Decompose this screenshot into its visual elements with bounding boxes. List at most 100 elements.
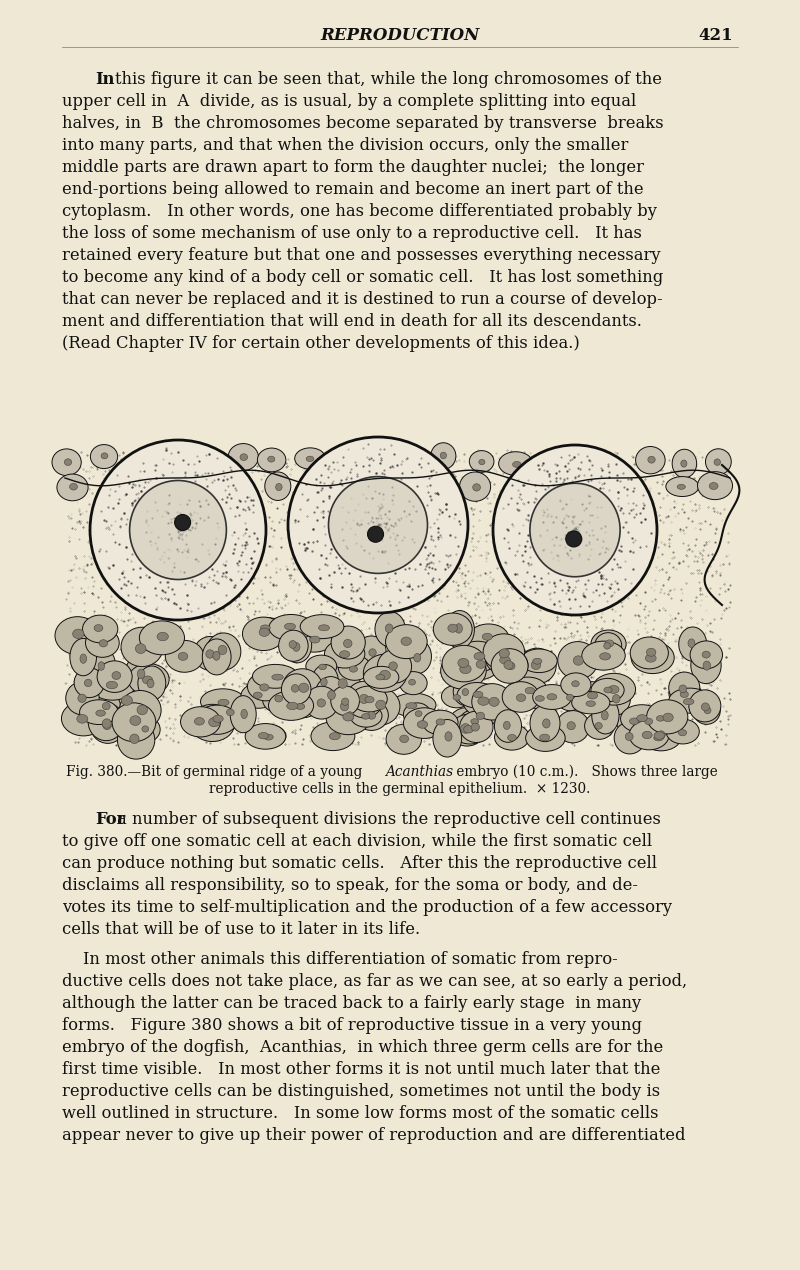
Ellipse shape (130, 734, 139, 744)
Ellipse shape (209, 718, 220, 726)
Ellipse shape (104, 679, 149, 719)
Ellipse shape (343, 639, 352, 648)
Ellipse shape (430, 443, 456, 470)
Ellipse shape (391, 693, 436, 716)
Ellipse shape (282, 627, 312, 663)
Ellipse shape (494, 724, 530, 751)
Text: to give off one somatic cell at each division, while the first somatic cell: to give off one somatic cell at each div… (62, 833, 652, 851)
Text: to become any kind of a body cell or somatic cell.   It has lost something: to become any kind of a body cell or som… (62, 269, 663, 287)
Ellipse shape (698, 471, 733, 499)
Ellipse shape (73, 629, 84, 639)
Ellipse shape (62, 701, 106, 735)
Ellipse shape (489, 697, 499, 706)
Ellipse shape (630, 718, 639, 724)
Ellipse shape (194, 636, 226, 671)
Ellipse shape (285, 624, 295, 630)
Ellipse shape (526, 725, 566, 752)
Text: Fig. 380.—Bit of germinal ridge of a young: Fig. 380.—Bit of germinal ridge of a you… (66, 765, 367, 779)
Ellipse shape (66, 682, 99, 715)
Ellipse shape (79, 700, 118, 724)
Ellipse shape (181, 706, 221, 737)
Ellipse shape (202, 639, 231, 674)
Ellipse shape (386, 724, 422, 754)
Ellipse shape (681, 460, 687, 467)
Ellipse shape (657, 730, 665, 739)
Text: forms.   Figure 380 shows a bit of reproductive tissue in a very young: forms. Figure 380 shows a bit of reprodu… (62, 1017, 642, 1035)
Ellipse shape (706, 448, 731, 475)
Ellipse shape (206, 650, 214, 658)
Text: For: For (95, 812, 126, 828)
Ellipse shape (82, 615, 118, 643)
Ellipse shape (604, 643, 610, 649)
Ellipse shape (90, 444, 118, 469)
Ellipse shape (201, 688, 246, 715)
Ellipse shape (476, 712, 485, 720)
Ellipse shape (493, 444, 657, 615)
Text: REPRODUCTION: REPRODUCTION (320, 27, 480, 43)
Ellipse shape (300, 615, 344, 639)
Ellipse shape (363, 667, 399, 688)
Ellipse shape (454, 678, 479, 706)
Ellipse shape (326, 701, 370, 734)
Ellipse shape (286, 702, 298, 710)
Ellipse shape (350, 665, 358, 672)
Ellipse shape (315, 677, 346, 714)
Text: can produce nothing but somatic cells.   After this the reproductive cell: can produce nothing but somatic cells. A… (62, 856, 657, 872)
Ellipse shape (572, 691, 610, 714)
Ellipse shape (678, 729, 686, 735)
Ellipse shape (112, 702, 156, 742)
Ellipse shape (329, 476, 427, 573)
Ellipse shape (276, 484, 282, 490)
Ellipse shape (133, 718, 160, 742)
Ellipse shape (125, 655, 155, 695)
Ellipse shape (634, 707, 666, 734)
Ellipse shape (329, 686, 362, 723)
Ellipse shape (379, 671, 390, 679)
Ellipse shape (461, 724, 470, 733)
Ellipse shape (448, 655, 480, 678)
Ellipse shape (272, 674, 283, 681)
Ellipse shape (55, 617, 100, 654)
Ellipse shape (375, 612, 406, 646)
Ellipse shape (325, 640, 365, 668)
Circle shape (174, 514, 190, 531)
Ellipse shape (318, 625, 330, 631)
Ellipse shape (262, 686, 294, 712)
Ellipse shape (566, 695, 574, 701)
Ellipse shape (298, 683, 309, 692)
Ellipse shape (310, 636, 320, 643)
Ellipse shape (594, 632, 622, 659)
Ellipse shape (458, 658, 469, 668)
Ellipse shape (448, 624, 458, 632)
Ellipse shape (293, 643, 300, 652)
Ellipse shape (64, 458, 72, 466)
Ellipse shape (468, 624, 509, 652)
Ellipse shape (249, 724, 286, 748)
Ellipse shape (386, 624, 393, 632)
Ellipse shape (460, 663, 468, 668)
Ellipse shape (533, 658, 542, 664)
Ellipse shape (460, 711, 493, 743)
Ellipse shape (482, 634, 492, 640)
Ellipse shape (399, 672, 427, 695)
Ellipse shape (605, 640, 614, 646)
Ellipse shape (436, 719, 445, 725)
Text: ment and differentiation that will end in death for all its descendants.: ment and differentiation that will end i… (62, 314, 642, 330)
Text: 421: 421 (698, 27, 733, 43)
Ellipse shape (462, 648, 500, 679)
Ellipse shape (90, 648, 115, 682)
Ellipse shape (678, 627, 706, 662)
Text: cells that will be of use to it later in its life.: cells that will be of use to it later in… (62, 922, 420, 939)
Ellipse shape (502, 682, 539, 712)
Ellipse shape (269, 615, 314, 640)
Ellipse shape (260, 683, 269, 691)
Ellipse shape (317, 698, 326, 707)
Text: a number of subsequent divisions the reproductive cell continues: a number of subsequent divisions the rep… (117, 812, 661, 828)
Ellipse shape (122, 696, 133, 705)
Ellipse shape (190, 705, 235, 742)
Ellipse shape (486, 644, 528, 676)
Ellipse shape (178, 653, 188, 660)
Ellipse shape (269, 691, 314, 720)
Ellipse shape (102, 719, 111, 728)
Ellipse shape (102, 720, 111, 730)
